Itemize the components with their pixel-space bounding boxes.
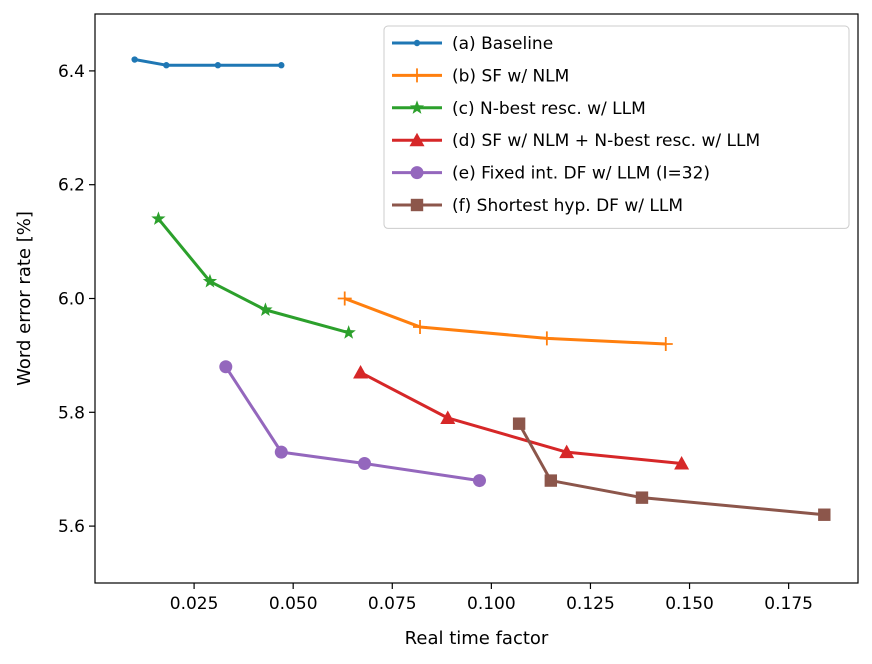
legend-label: (f) Shortest hyp. DF w/ LLM <box>452 196 683 216</box>
legend-marker <box>413 39 421 47</box>
data-point <box>358 457 372 471</box>
y-axis-label: Word error rate [%] <box>14 211 35 386</box>
series-2 <box>337 291 673 352</box>
data-point <box>674 456 690 470</box>
legend-marker <box>409 132 425 147</box>
data-point <box>278 62 285 69</box>
legend-marker <box>409 100 425 114</box>
x-tick-label: 0.125 <box>566 594 615 614</box>
data-point <box>440 410 456 424</box>
series-layer <box>131 56 831 521</box>
y-tick-label: 6.4 <box>58 62 85 82</box>
data-point <box>413 319 428 334</box>
legend-entry: (f) Shortest hyp. DF w/ LLM <box>392 196 683 216</box>
x-tick-label: 0.075 <box>368 594 417 614</box>
data-point <box>472 474 486 488</box>
y-tick-label: 5.8 <box>58 403 85 423</box>
x-tick-label: 0.175 <box>764 594 813 614</box>
series-line <box>157 217 350 335</box>
legend-entry: (b) SF w/ NLM <box>392 66 569 86</box>
series-line <box>344 297 666 346</box>
data-point <box>512 417 526 430</box>
series-line <box>134 58 282 67</box>
legend-entry: (a) Baseline <box>392 34 553 54</box>
legend-box <box>383 25 850 229</box>
legend-label: (c) N-best resc. w/ LLM <box>452 99 646 119</box>
y-axis: 5.6 5.8 6.0 6.2 6.4 <box>58 62 95 537</box>
data-point <box>635 491 649 504</box>
data-point <box>353 364 369 379</box>
series-6 <box>512 417 831 521</box>
legend-label: (b) SF w/ NLM <box>452 66 569 86</box>
legend-entry: (e) Fixed int. DF w/ LLM (I=32) <box>392 164 710 184</box>
data-point <box>258 302 273 316</box>
data-point <box>539 331 554 346</box>
legend-marker <box>410 166 424 180</box>
data-point <box>337 291 352 306</box>
data-point <box>559 444 575 459</box>
series-line <box>359 371 682 466</box>
legend-label: (e) Fixed int. DF w/ LLM (I=32) <box>452 164 710 184</box>
y-tick-label: 5.6 <box>58 517 85 537</box>
x-tick-label: 0.150 <box>665 594 714 614</box>
series-3 <box>151 211 356 339</box>
data-point <box>219 360 233 374</box>
data-point <box>214 62 222 69</box>
series-line <box>517 422 825 517</box>
x-tick-label: 0.025 <box>170 594 219 614</box>
legend-label: (d) SF w/ NLM + N-best resc. w/ LLM <box>452 131 760 151</box>
data-point <box>274 445 288 459</box>
data-point <box>131 56 138 63</box>
data-point <box>544 474 558 487</box>
legend: (a) Baseline (b) SF w/ NLM (c) N-best resc… <box>383 25 850 229</box>
data-point <box>163 62 170 69</box>
y-tick-label: 6.2 <box>58 176 85 196</box>
data-point <box>151 211 166 225</box>
x-axis: 0.025 0.050 0.075 0.100 0.125 0.150 0.175 <box>170 583 813 614</box>
data-point <box>818 508 831 521</box>
legend-entry: (d) SF w/ NLM + N-best resc. w/ LLM <box>392 131 760 151</box>
data-point <box>658 337 673 352</box>
legend-label: (a) Baseline <box>452 34 553 54</box>
x-tick-label: 0.050 <box>269 594 318 614</box>
series-1 <box>131 56 285 69</box>
y-tick-label: 6.0 <box>58 290 85 310</box>
data-point <box>202 273 218 288</box>
series-line <box>224 365 480 483</box>
legend-marker <box>410 68 424 83</box>
series-4 <box>353 364 690 470</box>
x-tick-label: 0.100 <box>467 594 516 614</box>
series-5 <box>219 360 486 488</box>
x-axis-label: Real time factor <box>405 628 549 649</box>
legend-entry: (c) N-best resc. w/ LLM <box>392 99 646 119</box>
data-point <box>341 325 356 339</box>
legend-marker <box>410 198 424 212</box>
